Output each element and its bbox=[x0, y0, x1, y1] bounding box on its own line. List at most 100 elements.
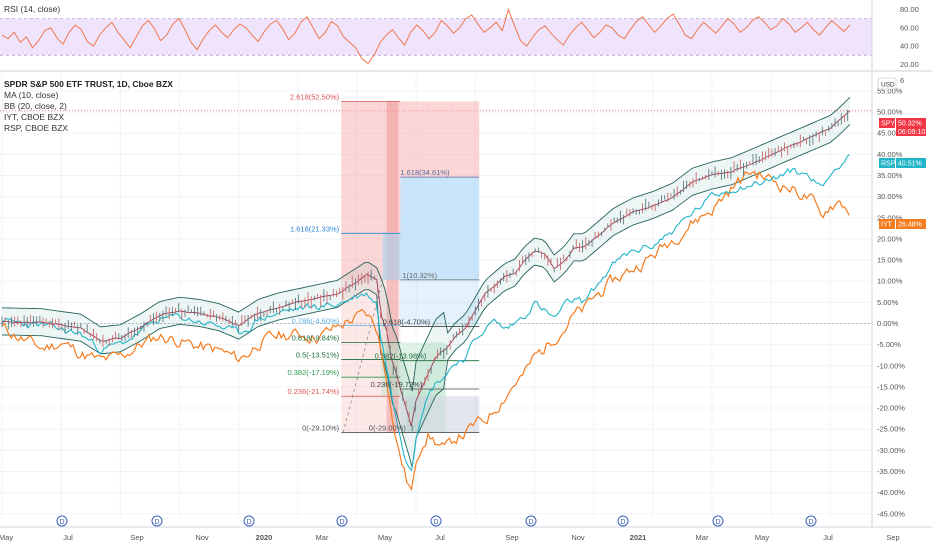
fib-label: 0.382(-17.19%) bbox=[287, 368, 339, 377]
price-tick-label: -15.00% bbox=[877, 382, 905, 391]
dividend-marker bbox=[617, 515, 629, 527]
time-tick-label: 2021 bbox=[630, 533, 647, 542]
time-tick-label: May bbox=[755, 533, 769, 542]
rsi-axis[interactable]: 80.00 60.00 40.00 20.00 bbox=[871, 0, 919, 70]
fib-label: 0.786(-4.60%) bbox=[292, 317, 340, 326]
rsi-tick-label: 40.00 bbox=[900, 42, 919, 51]
rsp-value-text: 40.51% bbox=[898, 161, 922, 168]
fib-zone-red-right bbox=[400, 101, 480, 178]
dividend-marker bbox=[430, 515, 442, 527]
ma-legend[interactable]: MA (10, close) bbox=[4, 90, 58, 100]
price-tick-label: 0.00% bbox=[877, 319, 899, 328]
bollinger-fill bbox=[2, 97, 850, 468]
fib-zone-blue-low bbox=[400, 279, 480, 326]
rsi-pane bbox=[0, 7, 872, 65]
dividend-marker bbox=[243, 515, 255, 527]
time-tick-label: Jul bbox=[63, 533, 73, 542]
fib-label: 0.236(-21.74%) bbox=[287, 387, 339, 396]
price-tick-label: 25.00% bbox=[877, 213, 903, 222]
fibonacci-labels: 2.618(52.50%) 1.618(34.61%) 1.618(21.33%) 1… bbox=[287, 92, 450, 432]
price-tick-label: 20.00% bbox=[877, 234, 903, 243]
fib-zone-blue-left bbox=[382, 233, 401, 280]
top-marker: 6 bbox=[900, 76, 904, 85]
iyt-legend[interactable]: IYT, CBOE BZX bbox=[4, 112, 64, 122]
dividend-label: D bbox=[59, 519, 64, 526]
time-axis[interactable]: May Jul Sep Nov 2020 Mar May Jul Sep Nov 2021 Mar Ma… bbox=[0, 526, 932, 542]
spy-value-badge bbox=[896, 118, 926, 136]
time-tick-label: Sep bbox=[130, 533, 143, 542]
bollinger-band bbox=[1, 96, 851, 468]
price-tick-label: -20.00% bbox=[877, 404, 905, 413]
dividend-label: D bbox=[339, 519, 344, 526]
spy-time-text: 06:09:10 bbox=[898, 129, 925, 136]
rsi-tick-label: 80.00 bbox=[900, 5, 919, 14]
fib-zone-green-low bbox=[406, 389, 446, 433]
bollinger-lower bbox=[1, 123, 851, 468]
price-tick-label: 35.00% bbox=[877, 171, 903, 180]
price-tick-label: 15.00% bbox=[877, 256, 903, 265]
iyt-value-badge bbox=[896, 219, 926, 229]
price-axis[interactable]: 55.00% 50.00% 45.00% 40.00% 35.00% 30.00% 25.0… bbox=[871, 72, 905, 527]
fib-label: 1.618(21.33%) bbox=[290, 224, 340, 233]
dividend-label: D bbox=[715, 519, 720, 526]
time-tick-label: Jul bbox=[823, 533, 833, 542]
iyt-label-badge bbox=[879, 219, 895, 229]
spy-label-badge bbox=[879, 118, 895, 128]
spy-value-text: 50.32% bbox=[898, 121, 922, 128]
dividend-marker bbox=[525, 515, 537, 527]
fib-label: 1.618(34.61%) bbox=[400, 168, 450, 177]
dividend-marker bbox=[151, 515, 163, 527]
fib-label: 0.236(-19.72%) bbox=[371, 380, 423, 389]
dividend-label: D bbox=[433, 519, 438, 526]
dividend-label: D bbox=[154, 519, 159, 526]
bb-legend[interactable]: BB (20, close, 2) bbox=[4, 101, 67, 111]
fib-label: 0.618(-9.84%) bbox=[292, 334, 340, 343]
fib-label: 1(10.32%) bbox=[402, 271, 437, 280]
dividend-label: D bbox=[528, 519, 533, 526]
iyt-label-text: IYT bbox=[881, 222, 893, 229]
time-tick-label: Sep bbox=[886, 533, 899, 542]
usd-badge[interactable] bbox=[877, 77, 897, 90]
dividend-label: D bbox=[620, 519, 625, 526]
fibonacci-zones bbox=[341, 101, 480, 433]
dividend-label: D bbox=[808, 519, 813, 526]
fib-zone-green bbox=[381, 342, 446, 397]
rsi-line bbox=[1, 7, 851, 65]
rsp-legend[interactable]: RSP, CBOE BZX bbox=[4, 123, 68, 133]
bollinger-upper bbox=[1, 96, 851, 392]
rsi-tick-label: 20.00 bbox=[900, 60, 919, 69]
time-tick-label: Nov bbox=[195, 533, 209, 542]
time-tick-label: Nov bbox=[571, 533, 585, 542]
rsi-tick-label: 60.00 bbox=[900, 23, 919, 32]
rsp-line bbox=[1, 153, 850, 472]
rsi-legend[interactable]: RSI (14, close) bbox=[4, 4, 60, 14]
time-tick-label: May bbox=[378, 533, 392, 542]
dividend-label: D bbox=[246, 519, 251, 526]
spy-label-text: SPY bbox=[881, 121, 895, 128]
rsi-band bbox=[0, 18, 872, 56]
dividend-marker bbox=[336, 515, 348, 527]
price-tick-label: -10.00% bbox=[877, 361, 905, 370]
fib-label: 2.618(52.50%) bbox=[290, 92, 340, 101]
time-tick-label: May bbox=[0, 533, 13, 542]
price-tick-label: -35.00% bbox=[877, 467, 905, 476]
fib-label: 0.5(-13.51%) bbox=[296, 350, 340, 359]
price-tick-label: 45.00% bbox=[877, 129, 903, 138]
time-tick-label: Jul bbox=[435, 533, 445, 542]
price-tick-label: 55.00% bbox=[877, 86, 903, 95]
main-legend-title[interactable]: SPDR S&P 500 ETF TRUST, 1D, Cboe BZX bbox=[4, 79, 173, 89]
dividend-marker bbox=[56, 515, 68, 527]
price-tick-label: 30.00% bbox=[877, 192, 903, 201]
time-tick-label: Mar bbox=[316, 533, 329, 542]
dividend-marker bbox=[712, 515, 724, 527]
usd-badge-text: USD bbox=[881, 82, 895, 89]
rsp-value-badge bbox=[896, 158, 926, 168]
price-tick-label: -45.00% bbox=[877, 509, 905, 518]
iyt-value-text: 26.48% bbox=[898, 222, 922, 229]
series-lines bbox=[1, 109, 851, 492]
price-tick-label: -30.00% bbox=[877, 446, 905, 455]
time-tick-label: Sep bbox=[505, 533, 518, 542]
price-tick-label: -25.00% bbox=[877, 425, 905, 434]
